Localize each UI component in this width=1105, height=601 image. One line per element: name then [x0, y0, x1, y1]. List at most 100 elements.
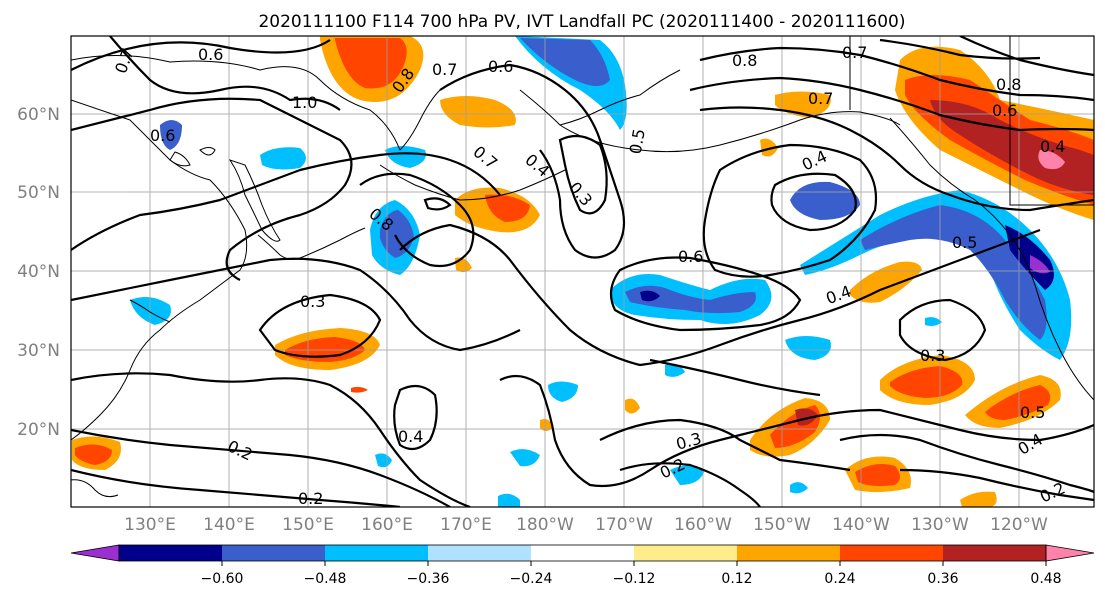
- lon-label: 160°E: [361, 515, 413, 535]
- contour-label: 0.7: [432, 60, 457, 79]
- positive-anomaly-region: [795, 408, 818, 426]
- positive-anomaly-region: [985, 385, 1051, 420]
- coastlines: [71, 36, 1094, 498]
- positive-anomaly-region: [850, 261, 922, 303]
- shaded-field: [72, 36, 1094, 507]
- colorbar-segment: [325, 545, 429, 561]
- negative-anomaly-region: [640, 290, 660, 302]
- positive-anomaly-region: [960, 491, 997, 507]
- colorbar-segment: [737, 545, 841, 561]
- contour-label: 0.3: [920, 346, 945, 365]
- colorbar-segment: [840, 545, 944, 561]
- lat-label: 40°N: [17, 262, 60, 282]
- lon-label: 150°E: [282, 515, 334, 535]
- negative-anomaly-region: [510, 449, 540, 467]
- contour-label: 0.6: [150, 126, 175, 145]
- latitude-labels: 60°N 50°N 40°N 30°N 20°N: [17, 105, 60, 440]
- contour-label: 0.2: [298, 489, 323, 508]
- negative-anomaly-region: [785, 336, 831, 360]
- contour-label: 0.6: [678, 247, 703, 266]
- colorbar-segment: [222, 545, 326, 561]
- positive-anomaly-region: [75, 444, 112, 465]
- positive-anomaly-region: [890, 366, 963, 398]
- contour-label: 0.3: [300, 292, 325, 311]
- contour-label: 0.8: [732, 51, 757, 70]
- contour-label: 0.4: [1040, 137, 1065, 156]
- colorbar-tick-label: 0.48: [1030, 571, 1061, 587]
- positive-anomaly-region: [1038, 150, 1065, 170]
- negative-anomaly-region: [790, 181, 860, 220]
- colorbar-segment: [428, 545, 532, 561]
- colorbar-tick-label: −0.60: [201, 571, 244, 587]
- colorbar-segment: [119, 545, 223, 561]
- negative-anomaly-region: [925, 317, 942, 326]
- colorbar-extend-low: [70, 544, 120, 562]
- lon-label: 170°W: [595, 515, 653, 535]
- colorbar: −0.60 −0.48 −0.36 −0.24 −0.12 0.12 0.24 0.36 0.4…: [70, 544, 1095, 587]
- negative-anomaly-region: [1005, 225, 1054, 290]
- colorbar-tick-label: −0.24: [510, 571, 553, 587]
- lat-label: 30°N: [17, 341, 60, 361]
- negative-anomaly-region: [375, 453, 392, 468]
- positive-anomaly-region: [351, 386, 368, 393]
- lon-label: 140°E: [203, 515, 255, 535]
- contour-label: 0.5: [626, 127, 649, 155]
- negative-anomaly-region: [670, 465, 705, 485]
- contour-label: 0.5: [1020, 403, 1045, 422]
- positive-anomaly-region: [855, 464, 900, 486]
- lon-label: 160°W: [674, 515, 732, 535]
- negative-anomaly-region: [520, 38, 610, 86]
- contour-label: 0.6: [488, 57, 513, 76]
- contour-label: 0.8: [996, 75, 1021, 94]
- positive-anomaly-region: [540, 419, 553, 431]
- contour-lines: [71, 36, 1094, 507]
- positive-anomaly-region: [440, 96, 516, 128]
- negative-anomaly-region: [548, 381, 578, 402]
- colorbar-segment: [943, 545, 1047, 561]
- colorbar-frame: [118, 544, 1047, 562]
- lat-label: 20°N: [17, 420, 60, 440]
- colorbar-extend-high: [1045, 544, 1095, 562]
- lon-label: 170°E: [440, 515, 492, 535]
- contour-label: 0.6: [992, 101, 1017, 120]
- negative-anomaly-region: [498, 493, 520, 507]
- lat-label: 60°N: [17, 105, 60, 125]
- lon-label: 130°E: [124, 515, 176, 535]
- negative-anomaly-region: [385, 146, 426, 168]
- contour-label: 0.4: [398, 427, 423, 446]
- map-frame: [70, 35, 1095, 508]
- positive-anomaly-region: [335, 38, 407, 89]
- lat-label: 50°N: [17, 183, 60, 203]
- negative-anomaly-region: [800, 190, 1072, 360]
- negative-anomaly-region: [625, 285, 756, 314]
- positive-anomaly-region: [760, 138, 778, 157]
- lon-label: 140°W: [832, 515, 890, 535]
- contour-label: 0.7: [842, 43, 867, 62]
- negative-anomaly-region: [860, 205, 1047, 340]
- contour-label: 0.7: [808, 89, 833, 108]
- positive-anomaly-region: [930, 100, 1094, 195]
- colorbar-tick-label: 0.36: [927, 571, 958, 587]
- negative-anomaly-region: [1030, 255, 1050, 274]
- longitude-labels: 130°E 140°E 150°E 160°E 170°E 180°W 170°…: [124, 515, 1048, 535]
- map-title: 2020111100 F114 700 hPa PV, IVT Landfall…: [258, 12, 905, 32]
- contour-label: 0.5: [952, 233, 977, 252]
- colorbar-segment: [634, 545, 738, 561]
- lon-label: 150°W: [753, 515, 811, 535]
- negative-anomaly-region: [260, 147, 306, 170]
- lon-label: 120°W: [990, 515, 1048, 535]
- colorbar-tick-label: 0.24: [824, 571, 855, 587]
- contour-label: 1.0: [292, 93, 317, 112]
- colorbar-tick-label: −0.12: [613, 571, 656, 587]
- colorbar-tick-label: 0.12: [721, 571, 752, 587]
- negative-anomaly-region: [160, 120, 182, 150]
- map-panel: 0.7 0.6 1.0 0.6 0.8 0.7 0.6 0.8 0.7 0.8 …: [70, 35, 1095, 508]
- lon-label: 130°W: [911, 515, 969, 535]
- colorbar-segment: [531, 545, 635, 561]
- colorbar-tick-label: −0.36: [407, 571, 450, 587]
- lon-label: 180°W: [516, 515, 574, 535]
- contour-label: 0.6: [198, 45, 223, 64]
- negative-anomaly-region: [790, 482, 808, 494]
- positive-anomaly-region: [485, 194, 530, 222]
